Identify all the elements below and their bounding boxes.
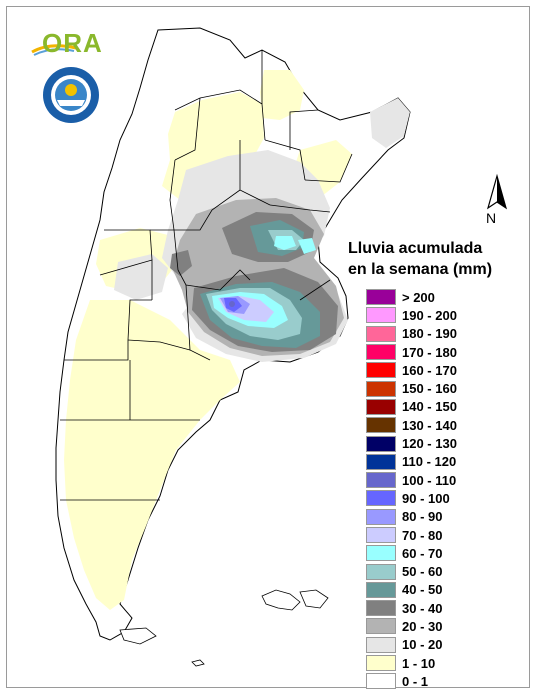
legend-item: 140 - 150 bbox=[366, 398, 457, 416]
map-frame bbox=[6, 6, 530, 688]
small-island bbox=[191, 659, 205, 667]
legend-swatch bbox=[366, 380, 396, 397]
legend-swatch bbox=[366, 417, 396, 434]
ora-swoosh-icon bbox=[31, 44, 77, 56]
legend-swatch bbox=[366, 618, 396, 635]
rain-zone-1-10-northeast bbox=[260, 70, 304, 120]
rain-zone-100-110 bbox=[229, 301, 235, 307]
legend-swatch bbox=[366, 508, 396, 525]
legend-label: 130 - 140 bbox=[402, 417, 457, 433]
legend-swatch bbox=[366, 362, 396, 379]
legend-label: 120 - 130 bbox=[402, 436, 457, 452]
legend-item: 100 - 110 bbox=[366, 471, 457, 489]
legend-item: 20 - 30 bbox=[366, 617, 457, 635]
legend-swatch bbox=[366, 398, 396, 415]
legend-swatch bbox=[366, 600, 396, 617]
legend-item: 1 - 10 bbox=[366, 654, 457, 672]
ora-logo-text: ORA bbox=[42, 28, 103, 58]
legend-label: 30 - 40 bbox=[402, 600, 443, 616]
legend-label: 50 - 60 bbox=[402, 564, 443, 580]
rain-zone-30-40-west bbox=[170, 250, 192, 276]
legend-item: 170 - 180 bbox=[366, 343, 457, 361]
legend-label: 140 - 150 bbox=[402, 399, 457, 415]
legend-item: 150 - 160 bbox=[366, 379, 457, 397]
legend-label: 150 - 160 bbox=[402, 381, 457, 397]
legend-item: 70 - 80 bbox=[366, 526, 457, 544]
legend-label: 180 - 190 bbox=[402, 326, 457, 342]
tierra-del-fuego bbox=[119, 627, 157, 645]
legend-swatch bbox=[366, 636, 396, 653]
legend-item: > 200 bbox=[366, 288, 457, 306]
legend-label: 90 - 100 bbox=[402, 490, 450, 506]
legend-item: 30 - 40 bbox=[366, 599, 457, 617]
legend-label: 70 - 80 bbox=[402, 527, 443, 543]
legend-item: 0 - 1 bbox=[366, 672, 457, 690]
rain-zone-10-20-west bbox=[114, 254, 168, 300]
legend-title: Lluvia acumulada en la semana (mm) bbox=[348, 238, 528, 280]
legend-item: 120 - 130 bbox=[366, 434, 457, 452]
legend-swatch bbox=[366, 527, 396, 543]
ora-logo: ORA bbox=[30, 28, 110, 62]
legend-swatch bbox=[366, 490, 396, 507]
legend-item: 60 - 70 bbox=[366, 544, 457, 562]
legend-swatch bbox=[366, 472, 396, 489]
legend-title-line2: en la semana (mm) bbox=[348, 261, 493, 278]
legend-item: 50 - 60 bbox=[366, 562, 457, 580]
legend-item: 40 - 50 bbox=[366, 581, 457, 599]
legend-item: 160 - 170 bbox=[366, 361, 457, 379]
rain-zone-10-20-east bbox=[370, 98, 410, 148]
legend-swatch bbox=[366, 453, 396, 470]
legend-item: 180 - 190 bbox=[366, 325, 457, 343]
north-arrow-icon bbox=[486, 173, 508, 210]
legend-item: 130 - 140 bbox=[366, 416, 457, 434]
legend-swatch bbox=[366, 435, 396, 452]
legend-title-line1: Lluvia acumulada bbox=[348, 240, 483, 257]
malvinas-islands bbox=[261, 589, 329, 611]
legend-label: 10 - 20 bbox=[402, 637, 443, 653]
legend-item: 80 - 90 bbox=[366, 508, 457, 526]
legend-label: 60 - 70 bbox=[402, 545, 443, 561]
legend-label: 1 - 10 bbox=[402, 655, 436, 671]
legend-item: 90 - 100 bbox=[366, 489, 457, 507]
legend-swatch bbox=[366, 581, 396, 598]
rain-zone-1-10-patagonia bbox=[64, 300, 240, 610]
legend-label: 40 - 50 bbox=[402, 582, 443, 598]
rain-zone-60-70-north bbox=[274, 236, 296, 250]
legend-swatch bbox=[366, 563, 396, 580]
legend-swatch bbox=[366, 307, 396, 324]
legend-item: 10 - 20 bbox=[366, 636, 457, 654]
rain-zone-60-70-north2 bbox=[298, 238, 316, 254]
legend-label: 100 - 110 bbox=[402, 472, 457, 488]
legend-label: 190 - 200 bbox=[402, 307, 457, 323]
legend-label: 170 - 180 bbox=[402, 344, 457, 360]
legend-label: 0 - 1 bbox=[402, 673, 429, 689]
legend-label: 160 - 170 bbox=[402, 362, 457, 378]
legend-swatch bbox=[366, 289, 396, 306]
legend-item: 190 - 200 bbox=[366, 306, 457, 324]
legend-swatch bbox=[366, 344, 396, 361]
legend-swatch bbox=[366, 325, 396, 342]
legend-label: 80 - 90 bbox=[402, 509, 443, 525]
legend-item: 110 - 120 bbox=[366, 453, 457, 471]
north-letter: N bbox=[486, 210, 497, 226]
legend-swatch bbox=[366, 673, 396, 690]
province-boundaries bbox=[60, 50, 353, 501]
legend-swatch bbox=[366, 545, 396, 562]
legend-label: > 200 bbox=[402, 289, 435, 305]
legend-swatch bbox=[366, 655, 396, 672]
legend-label: 110 - 120 bbox=[402, 454, 457, 470]
servicio-meteorologico-seal-icon bbox=[43, 67, 99, 123]
legend: > 200 190 - 200 180 - 190 170 - 180 160 - 17… bbox=[366, 288, 457, 691]
legend-label: 20 - 30 bbox=[402, 618, 443, 634]
